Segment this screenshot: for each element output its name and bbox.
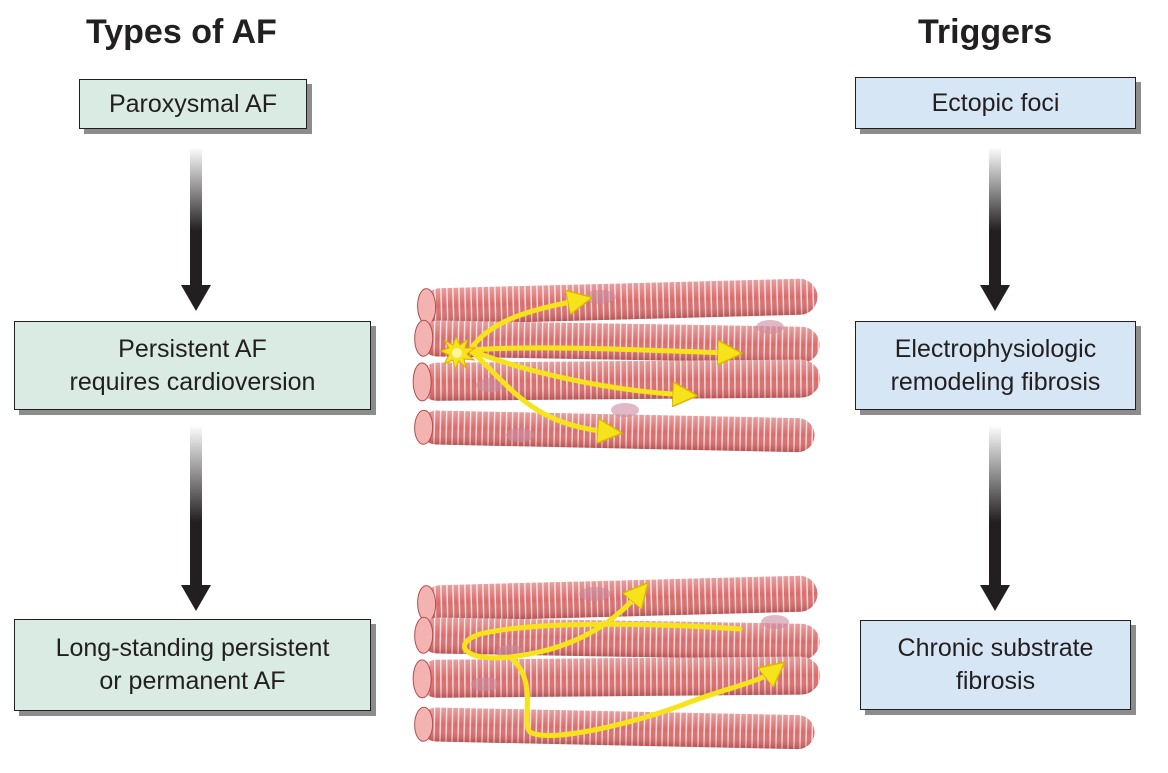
down-arrow-icon [181,147,211,311]
ectopic-foci-box: Ectopic foci [855,77,1136,129]
muscle-fiber-bundle [412,278,821,453]
conduction-arrows [467,300,730,432]
permanent-af-box: Long-standing persistent or permanent AF [14,619,371,711]
types-of-af-heading: Types of AF [86,13,277,51]
persistent-af-box: Persistent AF requires cardioversion [14,321,371,410]
triggers-heading: Triggers [918,13,1053,51]
chronic-substrate-box: Chronic substrate fibrosis [860,620,1131,710]
paroxysmal-af-box: Paroxysmal AF [79,79,307,129]
muscle-fibers-reentry [412,575,821,750]
muscle-fibers-focal-firing [412,278,821,453]
reentry-arrow [461,592,775,738]
electrophysiologic-remodeling-box: Electrophysiologic remodeling fibrosis [855,321,1136,410]
down-arrow-icon [980,425,1010,611]
down-arrow-icon [980,147,1010,311]
ectopic-spark-icon [438,335,477,371]
down-arrow-icon [181,425,211,611]
